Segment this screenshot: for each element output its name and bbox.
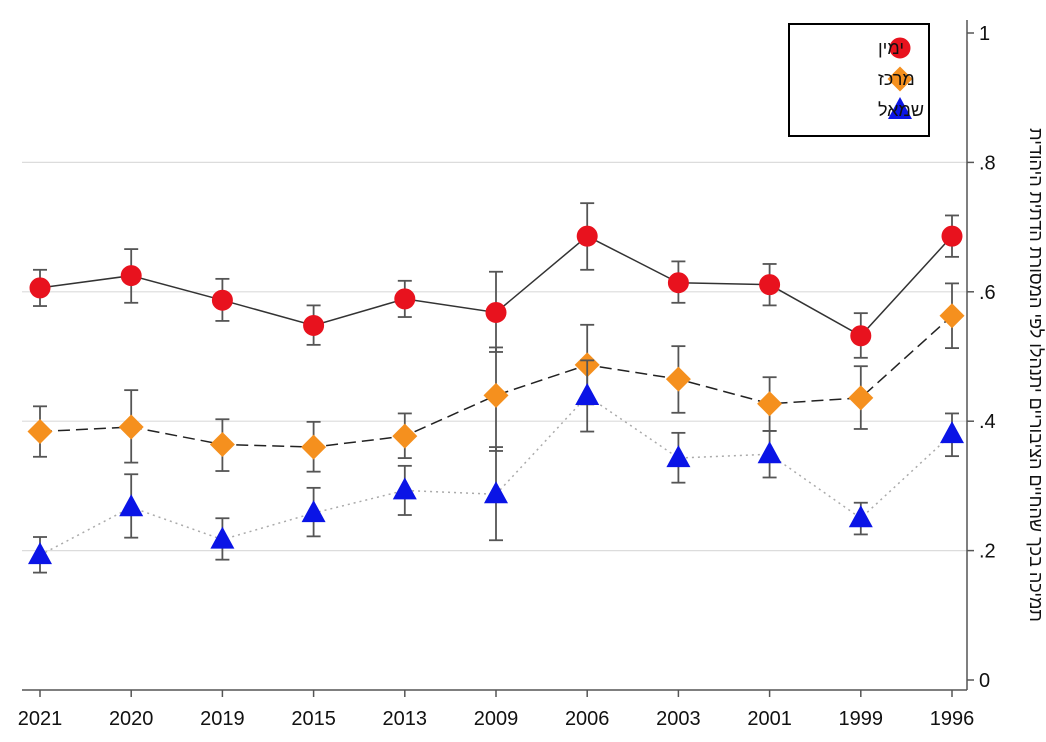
legend-marker — [887, 66, 913, 92]
series — [27, 202, 965, 574]
point-diamond — [665, 366, 691, 392]
series-diamond — [27, 282, 965, 473]
point-triangle — [848, 505, 873, 528]
x-tick-label: 2006 — [565, 708, 610, 730]
point-diamond — [483, 382, 509, 408]
legend-label: ימין — [878, 38, 904, 58]
point-diamond — [209, 431, 235, 457]
y-tick-label: 0 — [979, 670, 990, 692]
legend-marker — [888, 97, 912, 119]
x-tick-label: 1999 — [839, 708, 884, 730]
y-tick-label: .6 — [979, 282, 996, 304]
point-triangle — [940, 421, 964, 444]
legend: ימין מרכז שמאל — [788, 23, 930, 137]
point-diamond — [27, 419, 53, 445]
point-circle — [576, 225, 598, 247]
x-tick-label: 2019 — [200, 708, 245, 730]
x-tick-label: 2003 — [656, 708, 701, 730]
point-triangle — [666, 445, 691, 468]
point-circle — [120, 265, 142, 287]
point-diamond — [301, 434, 327, 460]
legend-label: מרכז — [878, 69, 915, 89]
point-triangle — [210, 526, 235, 549]
gridlines — [22, 161, 967, 552]
y-tick-label: .8 — [979, 152, 996, 174]
x-tick-label: 2001 — [747, 708, 792, 730]
point-triangle — [392, 477, 417, 500]
point-circle — [485, 302, 507, 324]
point-circle — [211, 289, 233, 311]
point-diamond — [757, 391, 783, 417]
legend-label: שמאל — [878, 100, 924, 120]
point-circle — [667, 272, 689, 294]
x-tick-label: 2009 — [474, 708, 519, 730]
point-diamond — [392, 423, 418, 449]
point-circle — [394, 288, 416, 310]
point-diamond — [118, 414, 144, 440]
legend-marker — [889, 37, 911, 59]
y-tick-label: 1 — [979, 23, 990, 45]
point-triangle — [575, 382, 600, 405]
point-circle — [303, 314, 325, 336]
point-circle — [941, 225, 963, 247]
y-tick-label: .4 — [979, 411, 996, 433]
point-circle — [850, 325, 872, 347]
axes — [22, 20, 968, 691]
point-triangle — [119, 494, 144, 517]
y-tick-label: .2 — [979, 541, 996, 563]
x-tick-label: 2020 — [109, 708, 154, 730]
x-tick-label: 1996 — [930, 708, 975, 730]
series-line — [39, 315, 953, 448]
point-circle — [759, 274, 781, 296]
series-circle — [29, 202, 963, 359]
x-tick-label: 2013 — [383, 708, 428, 730]
x-tick-label: 2015 — [291, 708, 336, 730]
point-diamond — [848, 385, 874, 411]
point-triangle — [484, 481, 508, 504]
x-ticks: 2021 2020 2019 2015 2013 2009 2006 2003 2001 1999… — [18, 690, 975, 730]
y-ticks: 0 .2 .4 .6 .8 1 — [967, 23, 996, 692]
point-triangle — [757, 441, 782, 464]
point-circle — [29, 277, 51, 299]
x-tick-label: 2021 — [18, 708, 63, 730]
y-axis-label: תמיכה בכך שהחיים הציבוריים יתנהלו לפי המ… — [1026, 128, 1046, 622]
point-triangle — [301, 500, 326, 523]
point-diamond — [939, 303, 965, 329]
point-triangle — [28, 542, 52, 565]
series-triangle — [28, 359, 964, 574]
